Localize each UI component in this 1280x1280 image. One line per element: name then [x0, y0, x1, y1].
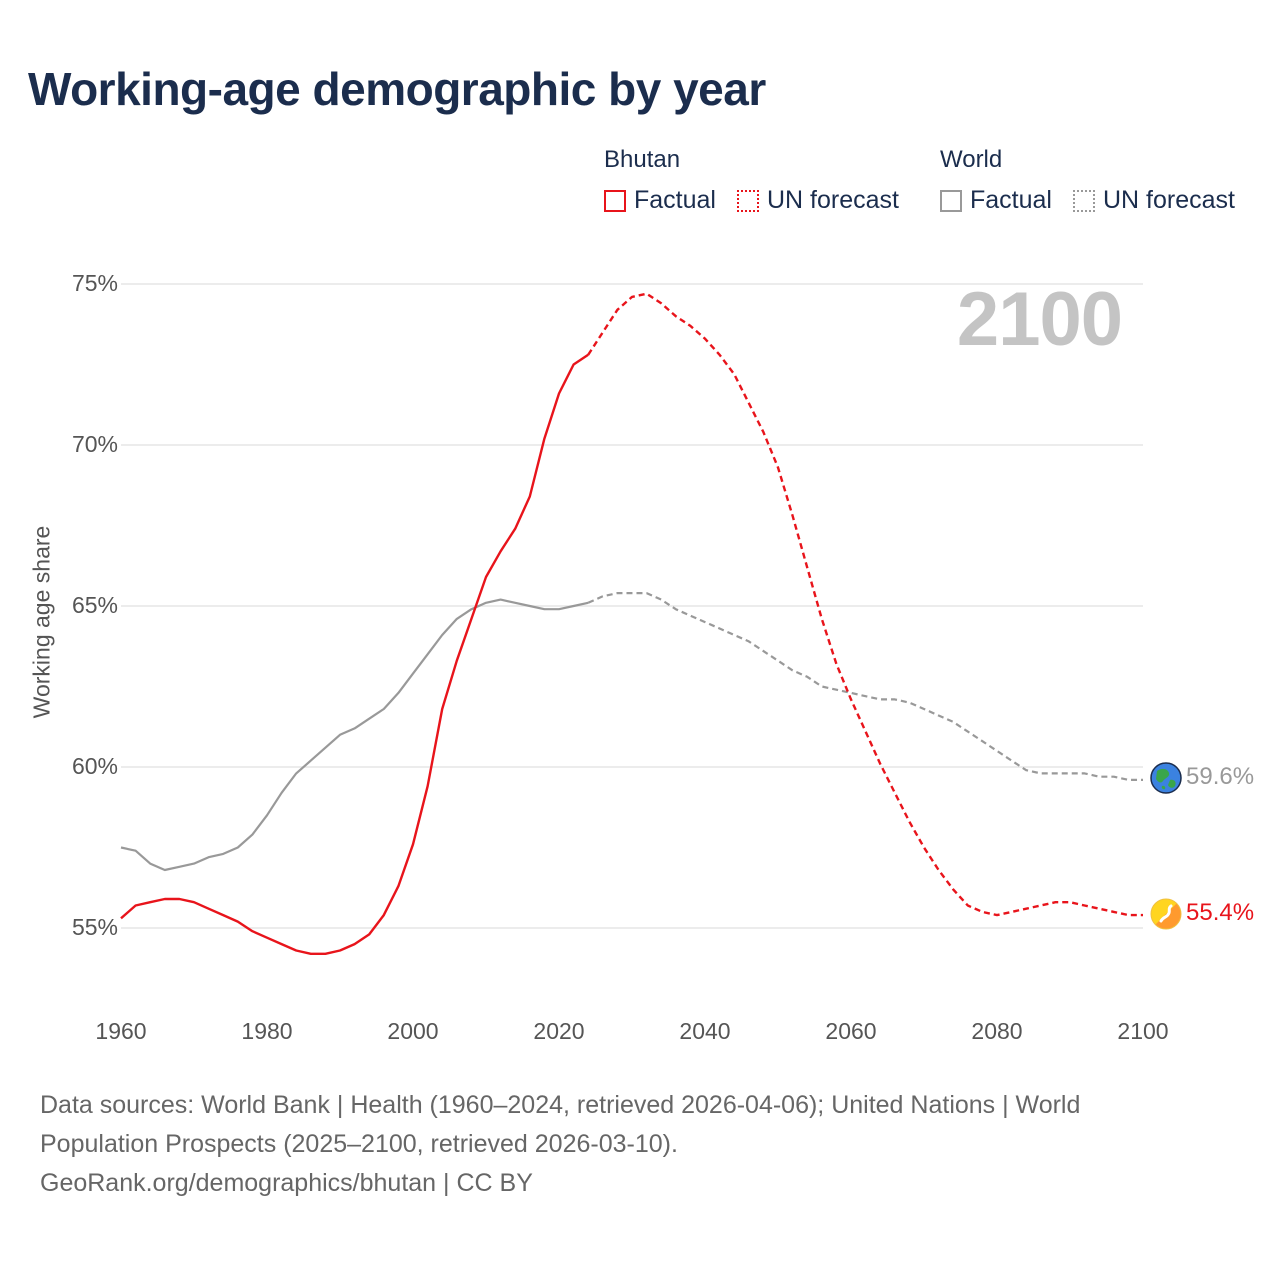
bhutan-end-label: 55.4% [1186, 899, 1255, 926]
x-tick-label: 2040 [679, 1018, 731, 1044]
legend-label: UN forecast [1103, 186, 1235, 214]
series-line-world-forecast [587, 592, 1143, 781]
x-tick-label: 2020 [533, 1018, 585, 1044]
chart-title: Working-age demographic by year [28, 63, 766, 115]
legend-swatch-solid [604, 189, 626, 212]
x-tick-label: 2080 [971, 1018, 1023, 1044]
footer: Data sources: World Bank | Health (1960–… [40, 1086, 1200, 1203]
legend-bhutan-factual[interactable]: Factual [604, 186, 716, 215]
year-overlay: 2100 [956, 277, 1123, 362]
y-tick-label: 75% [71, 270, 118, 296]
x-tick-label: 1980 [241, 1018, 293, 1044]
legend-bhutan-forecast[interactable]: UN forecast [737, 186, 899, 215]
bhutan-flag-icon [1150, 898, 1182, 930]
y-tick-label: 55% [71, 914, 118, 940]
legend-label: Factual [970, 186, 1052, 214]
legend-group-world: World [940, 146, 1003, 173]
legend-swatch-dotted [737, 189, 759, 212]
legend-group-bhutan: Bhutan [604, 146, 681, 173]
x-tick-label: 2000 [387, 1018, 439, 1044]
x-tick-label: 2100 [1117, 1018, 1169, 1044]
credit-link[interactable]: GeoRank.org/demographics/bhutan | CC BY [40, 1169, 533, 1197]
legend-world-factual[interactable]: Factual [940, 186, 1052, 215]
series-line-world-factual [120, 598, 589, 872]
y-tick-label: 65% [71, 592, 118, 618]
x-tick-label: 2060 [825, 1018, 877, 1044]
legend-swatch-solid [940, 189, 962, 212]
legend-swatch-dotted [1073, 189, 1095, 212]
y-tick-label: 70% [71, 431, 118, 457]
series-line-bhutan-forecast [587, 292, 1143, 917]
data-sources: Data sources: World Bank | Health (1960–… [40, 1091, 1081, 1158]
legend-world-forecast[interactable]: UN forecast [1073, 186, 1235, 215]
world-end-label: 59.6% [1186, 763, 1255, 790]
series-line-bhutan-factual [120, 353, 589, 955]
y-tick-label: 60% [71, 753, 118, 779]
legend-label: Factual [634, 186, 716, 214]
x-tick-label: 1960 [95, 1018, 147, 1044]
legend-label: UN forecast [767, 186, 899, 214]
globe-icon [1150, 762, 1182, 794]
